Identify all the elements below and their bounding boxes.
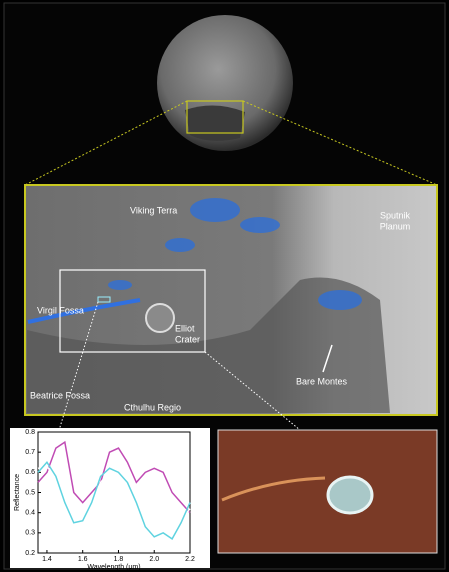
detail-box	[59, 269, 206, 353]
x-tick-label: 2.0	[149, 556, 159, 563]
zoom-line	[242, 100, 438, 186]
virgil-fossa-trace	[27, 298, 141, 324]
fossa-trace	[221, 476, 326, 502]
y-tick-label: 0.5	[25, 489, 35, 496]
elliot-crater	[145, 303, 175, 333]
x-tick-label: 1.8	[114, 556, 124, 563]
spectrum-line	[37, 440, 191, 514]
dark-terrain	[27, 277, 390, 413]
plot-area	[37, 431, 191, 554]
y-tick-label: 0.3	[25, 530, 35, 537]
x-axis-label: Wavelength (μm)	[87, 564, 140, 571]
spectrum-plot: 0.2 0.3 0.4 0.5 0.6 0.7 0.8 1.4 1.6 1.8 2.0 2.2 Wave…	[14, 429, 195, 571]
x-tick-label: 2.2	[185, 556, 195, 563]
map-label: Elliot	[175, 323, 195, 333]
map-label: Virgil Fossa	[37, 305, 84, 315]
y-tick-label: 0.2	[25, 550, 35, 557]
map-label: Viking Terra	[130, 205, 177, 215]
y-axis-label: Reflectance	[14, 474, 21, 511]
bare-montes-arrow	[322, 344, 333, 373]
y-tick-label: 0.8	[25, 429, 35, 436]
map-label: Bare Montes	[296, 376, 348, 386]
crater-detail	[326, 475, 374, 515]
map-label: Beatrice Fossa	[30, 390, 90, 400]
spectrum-line	[37, 461, 191, 540]
globe-zoom-box	[186, 100, 244, 134]
globe-dark-region	[185, 105, 245, 141]
y-tick-label: 0.7	[25, 449, 35, 456]
zoom-line	[24, 100, 188, 186]
map-label: Cthulhu Regio	[124, 402, 181, 412]
ice-patches	[108, 198, 362, 310]
y-tick-label: 0.6	[25, 469, 35, 476]
spectrum-line	[37, 465, 191, 538]
map-label: Crater	[175, 334, 200, 344]
sample-box	[97, 296, 111, 303]
detail-link	[204, 351, 301, 431]
y-tick-label: 0.4	[25, 510, 35, 517]
x-tick-label: 1.6	[78, 556, 88, 563]
map-label: Sputnik	[380, 210, 411, 220]
x-tick-label: 1.4	[42, 556, 52, 563]
map-label: Planum	[380, 221, 411, 231]
